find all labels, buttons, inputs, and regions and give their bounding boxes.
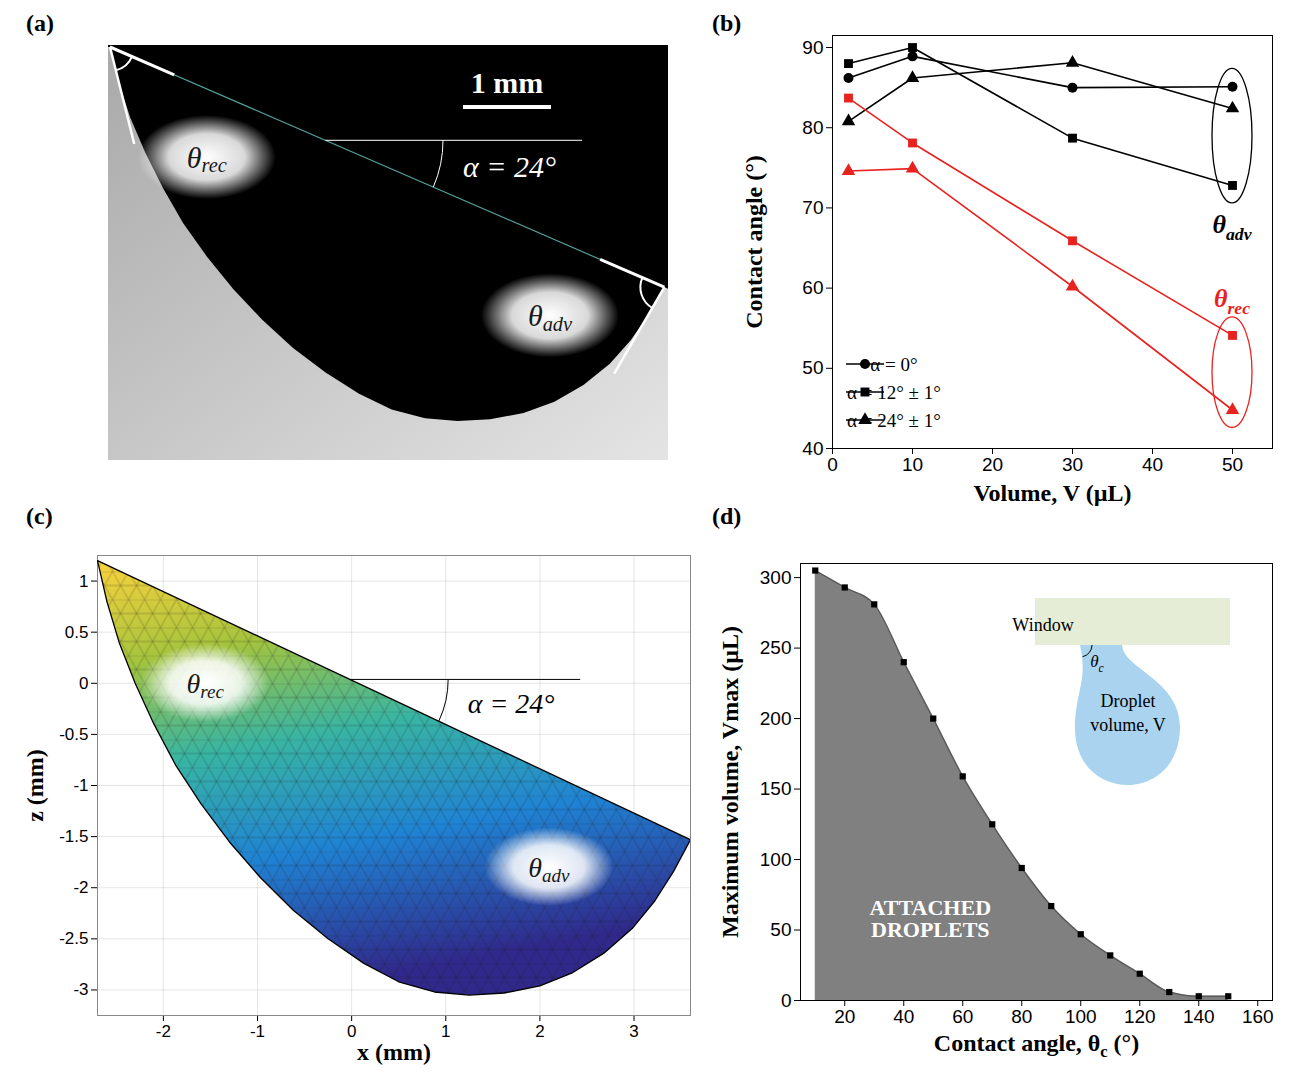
svg-text:1 mm: 1 mm <box>471 66 543 99</box>
svg-text:θrec: θrec <box>187 667 225 701</box>
svg-text:200: 200 <box>760 708 792 729</box>
svg-text:50: 50 <box>770 919 791 940</box>
svg-text:150: 150 <box>760 778 792 799</box>
svg-text:30: 30 <box>1062 454 1083 475</box>
svg-text:α = 24°: α = 24° <box>468 688 555 719</box>
svg-text:2: 2 <box>535 1022 544 1041</box>
svg-text:ATTACHEDDROPLETS: ATTACHEDDROPLETS <box>870 895 991 942</box>
svg-text:0: 0 <box>781 990 792 1011</box>
svg-text:α = 12° ± 1°: α = 12° ± 1° <box>847 382 941 403</box>
svg-text:1: 1 <box>441 1022 450 1041</box>
svg-text:Volume, V (µL): Volume, V (µL) <box>973 480 1131 506</box>
svg-text:90: 90 <box>802 37 823 58</box>
svg-text:0: 0 <box>347 1022 356 1041</box>
svg-text:40: 40 <box>893 1006 914 1027</box>
svg-text:α = 24° ± 1°: α = 24° ± 1° <box>847 410 941 431</box>
svg-text:Droplet: Droplet <box>1101 691 1156 711</box>
html-text:(b): (b) <box>712 10 742 36</box>
svg-text:0: 0 <box>79 674 88 693</box>
svg-text:-2.5: -2.5 <box>59 929 88 948</box>
svg-text:80: 80 <box>802 117 823 138</box>
svg-text:250: 250 <box>760 637 792 658</box>
svg-text:60: 60 <box>802 277 823 298</box>
svg-text:70: 70 <box>802 197 823 218</box>
svg-text:0.5: 0.5 <box>65 623 89 642</box>
svg-text:50: 50 <box>1222 454 1243 475</box>
svg-text:θrec: θrec <box>1214 284 1250 318</box>
svg-text:α = 24°: α = 24° <box>463 149 556 182</box>
svg-text:θrec: θrec <box>187 141 227 177</box>
html-text:(c): (c) <box>26 503 53 529</box>
svg-text:θadv: θadv <box>528 851 570 885</box>
svg-text:Contact angle (°): Contact angle (°) <box>741 155 767 329</box>
svg-text:0: 0 <box>827 454 838 475</box>
svg-text:40: 40 <box>802 438 823 459</box>
svg-text:x (mm): x (mm) <box>357 1039 431 1065</box>
svg-text:160: 160 <box>1242 1006 1274 1027</box>
svg-text:100: 100 <box>760 849 792 870</box>
svg-text:Contact angle, θc (°): Contact angle, θc (°) <box>934 1030 1139 1062</box>
svg-text:volume, V: volume, V <box>1090 715 1166 735</box>
html-text:(a): (a) <box>26 10 54 36</box>
svg-text:-1: -1 <box>250 1022 265 1041</box>
svg-text:20: 20 <box>982 454 1003 475</box>
svg-text:10: 10 <box>902 454 923 475</box>
svg-text:θadv: θadv <box>528 299 573 335</box>
svg-text:140: 140 <box>1183 1006 1215 1027</box>
svg-text:50: 50 <box>802 357 823 378</box>
svg-text:-1.5: -1.5 <box>59 827 88 846</box>
svg-text:-1: -1 <box>73 776 88 795</box>
svg-text:z (mm): z (mm) <box>22 749 48 822</box>
svg-text:θadv: θadv <box>1212 210 1251 244</box>
svg-text:-3: -3 <box>73 980 88 999</box>
svg-text:θc: θc <box>1090 652 1104 675</box>
svg-text:-0.5: -0.5 <box>59 725 88 744</box>
svg-text:3: 3 <box>629 1022 638 1041</box>
svg-text:40: 40 <box>1142 454 1163 475</box>
svg-text:α = 0°: α = 0° <box>870 354 917 375</box>
svg-text:60: 60 <box>952 1006 973 1027</box>
html-text:(d): (d) <box>712 503 742 529</box>
svg-text:20: 20 <box>834 1006 855 1027</box>
svg-text:80: 80 <box>1011 1006 1032 1027</box>
svg-text:-2: -2 <box>156 1022 171 1041</box>
svg-text:300: 300 <box>760 567 792 588</box>
svg-text:-2: -2 <box>73 878 88 897</box>
svg-text:Window: Window <box>1012 615 1073 635</box>
svg-text:Maximum volume, Vmax (µL): Maximum volume, Vmax (µL) <box>717 626 743 938</box>
svg-text:1: 1 <box>79 571 88 590</box>
svg-text:120: 120 <box>1124 1006 1156 1027</box>
svg-text:100: 100 <box>1065 1006 1097 1027</box>
